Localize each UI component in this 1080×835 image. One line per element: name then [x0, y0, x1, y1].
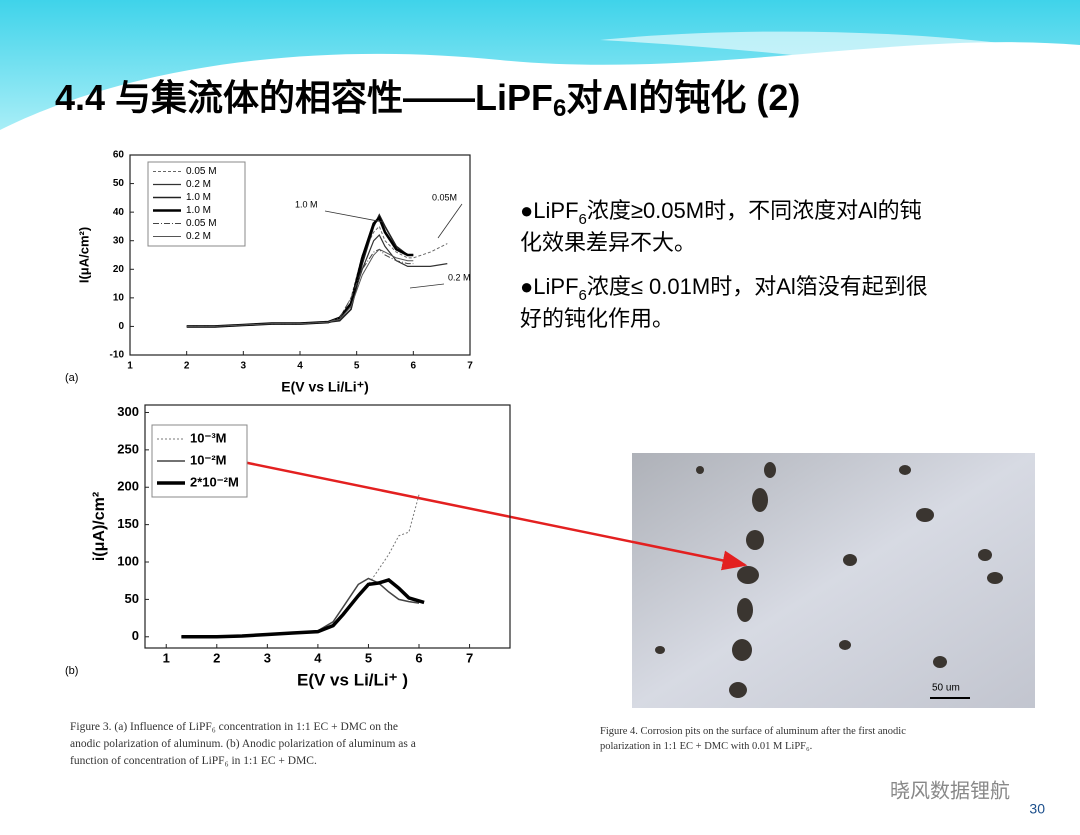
x-tick-label: 4	[314, 650, 322, 665]
y-axis-label: I(μA/cm²)	[76, 227, 91, 283]
y-tick-label: -10	[110, 350, 125, 361]
y-tick-label: 40	[113, 207, 125, 218]
x-tick-label: 2	[184, 361, 190, 372]
subscript: 6	[579, 211, 587, 228]
bullet-line: 化效果差异不大。	[520, 230, 696, 255]
y-tick-label: 50	[125, 591, 139, 606]
data-line	[186, 248, 414, 327]
data-line	[186, 233, 448, 327]
x-tick-label: 5	[354, 361, 360, 372]
scale-bar: 50 um	[932, 683, 960, 694]
annotation: 0.2 M	[448, 272, 471, 282]
x-tick-label: 3	[241, 361, 247, 372]
annotation-arrow	[409, 283, 445, 289]
subscript: 6	[553, 95, 566, 122]
x-tick-label: 4	[297, 361, 303, 372]
panel-label: (b)	[65, 665, 78, 677]
bullet-text: ●LiPF	[520, 274, 579, 299]
annotation-arrow	[437, 203, 463, 239]
legend-label: 0.05 M	[186, 166, 217, 177]
annotation-arrow	[324, 210, 384, 223]
wave-highlight	[600, 31, 1080, 100]
y-tick-label: 0	[118, 321, 124, 332]
title-part: 对Al的钝化 (2)	[566, 77, 800, 118]
x-tick-label: 3	[264, 650, 271, 665]
y-tick-label: 20	[113, 264, 125, 275]
x-tick-label: 7	[466, 650, 473, 665]
bullet-line: ●LiPF6浓度≤ 0.01M时，对Al箔没有起到很	[520, 274, 928, 304]
legend-label: 0.05 M	[186, 218, 217, 229]
x-axis-label: E(V vs Li/Li⁺)	[281, 379, 369, 395]
slide-title: 4.4 与集流体的相容性——LiPF6对Al的钝化 (2)	[55, 77, 800, 123]
caption-line: function of concentration of LiPF₆ in 1:…	[70, 755, 317, 767]
y-tick-label: 30	[113, 235, 125, 246]
y-tick-label: 250	[117, 441, 139, 456]
caption-line: Figure 4. Corrosion pits on the surface …	[600, 726, 906, 737]
subscript: 6	[579, 287, 587, 304]
y-axis-label: i(μA)/cm²	[91, 492, 108, 561]
y-tick-label: 150	[117, 516, 139, 531]
legend-label: 1.0 M	[186, 192, 211, 203]
data-line	[181, 578, 425, 639]
caption-figure-4: Figure 4. Corrosion pits on the surface …	[600, 726, 906, 752]
y-tick-label: 300	[117, 404, 139, 419]
x-tick-label: 7	[467, 361, 473, 372]
x-tick-label: 6	[411, 361, 417, 372]
x-tick-label: 1	[163, 650, 170, 665]
annotation: 1.0 M	[295, 199, 318, 209]
page-number: 30	[1029, 801, 1045, 817]
y-tick-label: 0	[132, 628, 139, 643]
x-tick-label: 6	[415, 650, 422, 665]
plot-frame	[144, 404, 511, 649]
legend-label: 10⁻³M	[190, 430, 226, 445]
caption-line: anodic polarization of aluminum. (b) Ano…	[70, 738, 416, 750]
micrograph	[632, 453, 1035, 708]
bullet-text: ●LiPF	[520, 198, 579, 223]
watermark: 晓风数据锂航	[890, 779, 1010, 802]
legend-label: 1.0 M	[186, 205, 211, 216]
x-axis-label: E(V vs Li/Li⁺ )	[297, 670, 408, 689]
corrosion-pits	[655, 462, 1003, 698]
bullet-line: 好的钝化作用。	[520, 306, 674, 331]
caption-line: Figure 3. (a) Influence of LiPF₆ concent…	[70, 721, 398, 733]
y-tick-label: 100	[117, 553, 139, 568]
caption-figure-3: Figure 3. (a) Influence of LiPF₆ concent…	[70, 721, 416, 767]
legend-label: 0.2 M	[186, 231, 211, 242]
data-line	[186, 248, 414, 327]
y-tick-label: 10	[113, 292, 125, 303]
x-tick-label: 1	[127, 361, 133, 372]
x-tick-label: 5	[365, 650, 372, 665]
y-tick-label: 60	[113, 150, 125, 161]
bullet-text: 浓度≤ 0.01M时，对Al箔没有起到很	[587, 274, 928, 299]
legend-label: 10⁻²M	[190, 452, 226, 467]
legend-label: 2*10⁻²M	[190, 474, 239, 489]
bullet-line: ●LiPF6浓度≥0.05M时，不同浓度对Al的钝	[520, 198, 922, 228]
y-tick-label: 50	[113, 178, 125, 189]
pointer-arrow	[242, 460, 748, 571]
bullet-text: 浓度≥0.05M时，不同浓度对Al的钝	[587, 198, 922, 223]
caption-line: polarization in 1:1 EC + DMC with 0.01 M…	[600, 741, 812, 752]
y-tick-label: 200	[117, 479, 139, 494]
x-tick-label: 2	[213, 650, 220, 665]
title-part: 4.4 与集流体的相容性——LiPF	[55, 77, 553, 118]
annotation: 0.05M	[432, 192, 457, 202]
data-line	[181, 577, 420, 638]
legend-box	[147, 161, 246, 247]
panel-label: (a)	[65, 372, 78, 384]
legend-label: 0.2 M	[186, 179, 211, 190]
data-line	[181, 494, 420, 638]
